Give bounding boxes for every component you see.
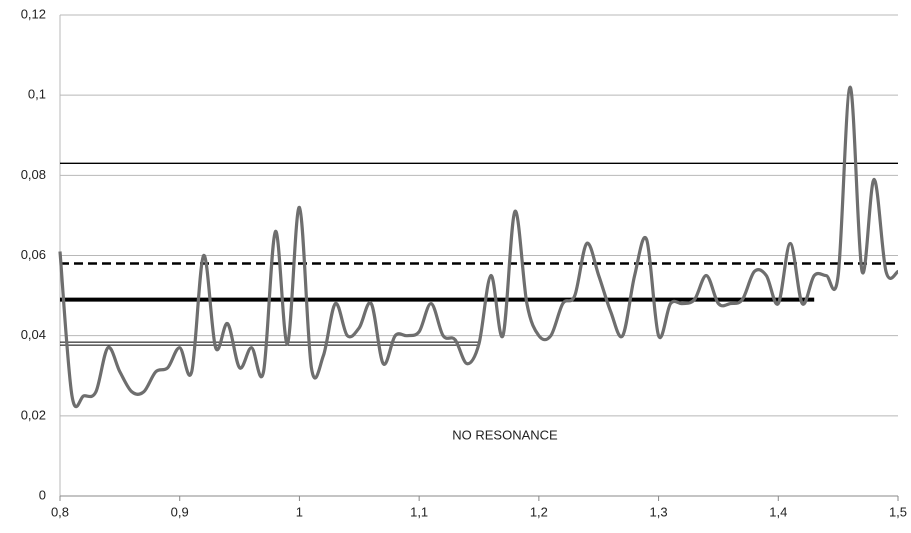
data-line [58,85,899,409]
x-tick-label: 1,2 [530,504,548,519]
x-tick-label: 0,8 [51,504,69,519]
x-tick-label: 1 [296,504,303,519]
x-tick-label: 1,4 [769,504,787,519]
annotation: NO RESONANCE [452,427,558,442]
x-tick-label: 1,3 [650,504,668,519]
x-tick-label: 1,1 [410,504,428,519]
x-tick-label: 0,9 [171,504,189,519]
y-tick-label: 0,06 [21,247,46,262]
y-tick-label: 0,08 [21,167,46,182]
y-tick-label: 0,04 [21,327,46,342]
y-tick-label: 0 [39,487,46,502]
x-tick-label: 1,5 [889,504,907,519]
y-tick-label: 0,02 [21,407,46,422]
y-tick-label: 0,1 [28,87,46,102]
y-tick-label: 0,12 [21,6,46,21]
